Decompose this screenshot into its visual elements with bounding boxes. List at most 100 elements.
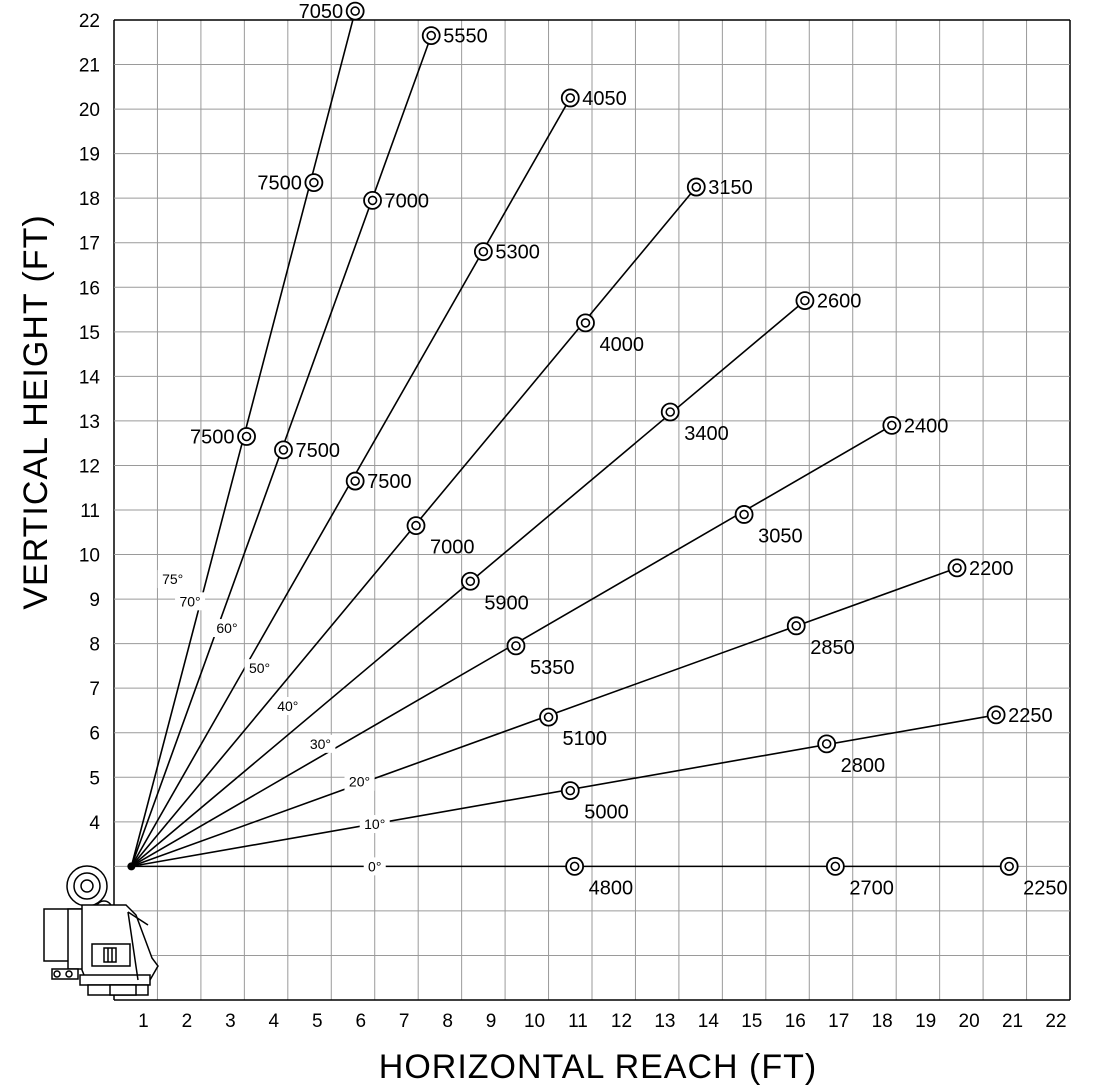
angle-label: 60°	[216, 620, 237, 636]
load-point-marker-inner	[543, 712, 554, 722]
x-tick-label: 19	[915, 1011, 936, 1032]
axis-ticks: 1 2 3 4 5 6 7 8 9 10 11 12 13 14 15 16 17 18 19 20 21 2245678…	[79, 11, 1067, 1032]
load-point-marker-inner	[569, 861, 580, 872]
x-tick-label: 16	[785, 1011, 806, 1032]
load-point-marker	[345, 1, 365, 21]
angle-label: 70°	[179, 593, 200, 609]
load-point-marker-inner	[952, 563, 962, 573]
load-point-marker-inner	[278, 445, 289, 455]
capacity-label: 2250	[1023, 877, 1067, 899]
capacity-label: 5100	[563, 728, 608, 750]
angle-label-bg	[175, 592, 206, 611]
load-point-marker-inner	[426, 30, 437, 41]
capacity-label: 5000	[584, 802, 629, 824]
capacity-label: 2700	[849, 877, 894, 899]
x-tick-label: 6	[355, 1011, 366, 1032]
load-point-marker	[734, 505, 754, 524]
y-tick-label: 16	[79, 278, 100, 299]
load-point-marker-inner	[800, 295, 810, 306]
angle-label-bg	[272, 697, 303, 715]
x-tick-label: 9	[486, 1011, 497, 1032]
angle-label: 30°	[310, 736, 331, 752]
capacity-label: 5900	[484, 592, 529, 614]
load-point-marker-inner	[691, 182, 702, 192]
load-point-marker-inner	[350, 6, 360, 16]
load-point-marker-inner	[991, 710, 1001, 720]
angle-label: 50°	[249, 660, 270, 676]
load-points: 4800 2700 2250 5000 2800 2250 5100 2850 2200 5350…	[190, 1, 1068, 899]
load-point-marker	[304, 173, 324, 192]
y-tick-label: 12	[79, 456, 100, 477]
capacity-label: 7500	[190, 427, 235, 449]
load-point-marker	[274, 440, 293, 460]
y-tick-label: 10	[79, 546, 100, 567]
y-tick-label: 13	[79, 412, 100, 433]
angle-label-bg	[244, 659, 275, 678]
load-point-marker	[460, 571, 480, 591]
load-point-marker	[825, 856, 845, 876]
y-tick-label: 7	[89, 679, 100, 700]
load-point-marker-inner	[511, 641, 521, 651]
load-point-marker-inner	[565, 93, 576, 103]
angle-label-bg	[363, 857, 386, 876]
load-point-marker	[686, 177, 706, 197]
x-tick-label: 12	[611, 1011, 632, 1032]
load-point-marker	[363, 191, 382, 210]
x-tick-label: 18	[872, 1011, 893, 1032]
angle-labels: 0° 10° 20° 30° 40° 50° 60° 70° 75°	[157, 570, 390, 876]
load-point-marker-inner	[565, 785, 576, 796]
load-point-marker	[786, 616, 806, 636]
capacity-label: 4800	[589, 877, 634, 899]
load-point-marker	[539, 707, 558, 727]
angle-label: 40°	[277, 698, 298, 714]
load-point-marker	[473, 242, 493, 262]
load-point-marker	[817, 734, 837, 754]
y-tick-label: 4	[89, 813, 100, 834]
load-point-marker-inner	[791, 621, 802, 631]
x-tick-label: 5	[312, 1011, 323, 1032]
load-point-marker-inner	[580, 318, 591, 328]
x-tick-label: 2	[182, 1011, 193, 1032]
y-tick-label: 15	[79, 323, 100, 344]
capacity-label: 5350	[530, 657, 575, 679]
capacity-label: 4050	[582, 88, 627, 110]
load-point-marker	[345, 471, 365, 491]
load-point-marker-inner	[350, 476, 360, 486]
capacity-label: 2850	[810, 637, 855, 659]
angle-label: 10°	[364, 816, 385, 832]
capacity-label: 7000	[430, 537, 475, 559]
load-point-marker	[795, 291, 815, 311]
capacity-label: 5550	[443, 26, 488, 48]
load-point-marker	[999, 856, 1019, 876]
angle-label-bg	[359, 815, 390, 834]
y-tick-label: 8	[89, 635, 100, 656]
angle-label: 0°	[368, 858, 381, 874]
load-point-marker-inner	[665, 407, 676, 417]
x-tick-label: 21	[1002, 1011, 1023, 1032]
boom-pivot	[127, 862, 136, 871]
y-tick-label: 11	[80, 501, 100, 522]
x-tick-label: 15	[741, 1011, 762, 1032]
y-axis-title: VERTICAL HEIGHT (FT)	[17, 214, 55, 609]
load-point-marker-inner	[241, 431, 252, 442]
capacity-label: 7500	[257, 173, 302, 195]
capacity-label: 2800	[841, 755, 886, 777]
y-tick-label: 6	[89, 724, 100, 745]
y-tick-label: 18	[79, 189, 100, 210]
x-tick-label: 17	[828, 1011, 849, 1032]
load-point-marker	[560, 88, 580, 108]
capacity-label: 2600	[817, 291, 862, 313]
angle-label: 20°	[349, 774, 370, 790]
angle-label-bg	[344, 772, 375, 791]
capacity-label: 7050	[299, 1, 344, 23]
capacity-label: 3400	[684, 423, 729, 445]
capacity-label: 2250	[1008, 705, 1052, 727]
x-tick-label: 22	[1045, 1011, 1066, 1032]
load-point-marker	[882, 415, 902, 435]
load-point-marker	[560, 781, 580, 801]
angle-label-bg	[211, 619, 242, 638]
load-point-marker	[565, 856, 585, 876]
load-point-marker	[947, 558, 967, 578]
x-tick-label: 14	[698, 1011, 720, 1032]
